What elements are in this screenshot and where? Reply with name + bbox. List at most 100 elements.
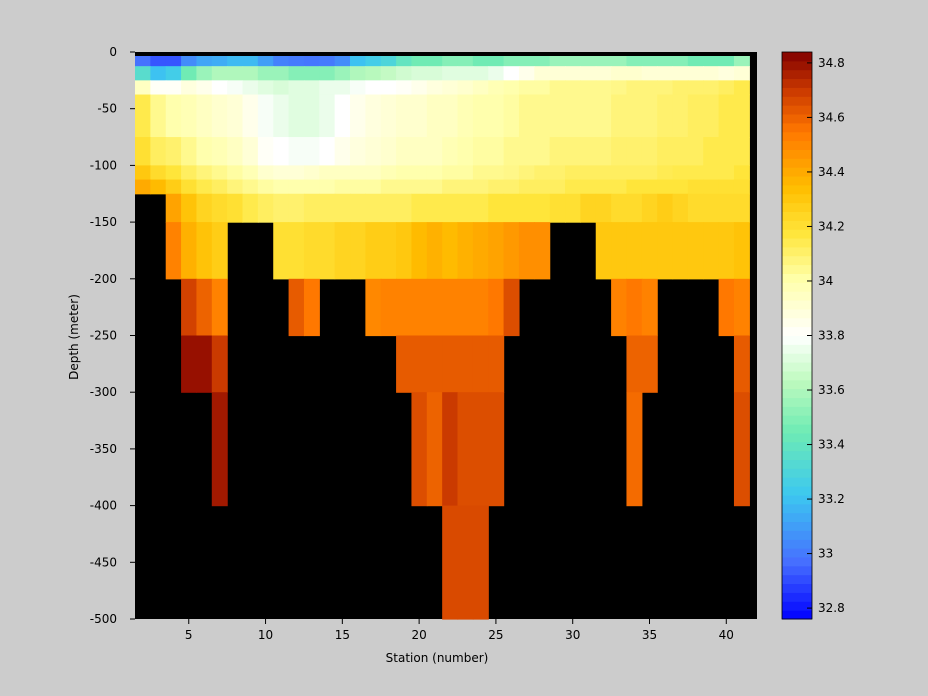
heatmap-cell	[580, 94, 597, 138]
colorbar-swatch	[782, 176, 812, 186]
heatmap-cell	[211, 278, 228, 337]
heatmap-cell	[426, 66, 443, 81]
heatmap-cell	[165, 165, 182, 181]
heatmap-cell	[733, 179, 750, 195]
heatmap-cell	[595, 137, 612, 166]
colorbar-swatch	[782, 610, 812, 620]
heatmap-cell	[334, 94, 351, 138]
heatmap-cell	[472, 505, 489, 620]
heatmap-cell	[641, 222, 658, 280]
heatmap-cell	[488, 193, 505, 223]
heatmap-cell	[595, 193, 612, 223]
heatmap-cell	[565, 137, 581, 166]
heatmap-cell	[718, 278, 735, 337]
heatmap-cell	[472, 335, 489, 393]
heatmap-cell	[580, 80, 597, 96]
heatmap-cell	[641, 80, 658, 96]
heatmap-cell	[549, 137, 566, 166]
heatmap-cell	[334, 66, 351, 81]
heatmap-cell	[426, 137, 443, 166]
heatmap-cell	[657, 222, 674, 280]
heatmap-cell	[303, 278, 320, 337]
heatmap-cell	[303, 165, 320, 181]
colorbar-swatch	[782, 601, 812, 611]
heatmap-cell	[380, 66, 397, 81]
x-tick-label: 10	[258, 628, 273, 642]
heatmap-cell	[288, 94, 305, 138]
heatmap-cell	[657, 80, 674, 96]
heatmap-cell	[135, 66, 151, 81]
heatmap-cell	[472, 94, 489, 138]
heatmap-cell	[319, 94, 336, 138]
colorbar-tick-label: 33.6	[818, 383, 845, 397]
heatmap-cell	[488, 165, 505, 181]
colorbar-swatch	[782, 202, 812, 212]
y-tick-label: -450	[90, 555, 117, 569]
heatmap-cell	[534, 193, 551, 223]
heatmap-cell	[211, 335, 228, 393]
heatmap-cell	[718, 94, 735, 138]
heatmap-cell	[411, 392, 428, 507]
heatmap-cell	[565, 66, 581, 81]
heatmap-cell	[150, 94, 167, 138]
colorbar-swatch	[782, 521, 812, 531]
heatmap-cell	[350, 222, 366, 280]
heatmap-cell	[641, 335, 658, 393]
heatmap-cell	[503, 193, 520, 223]
heatmap-cell	[165, 222, 182, 280]
heatmap-cell	[687, 165, 704, 181]
heatmap-cell	[580, 165, 597, 181]
heatmap-cell	[380, 165, 397, 181]
heatmap-cell	[288, 80, 305, 96]
heatmap-cell	[426, 392, 443, 507]
heatmap-cell	[227, 66, 244, 81]
heatmap-cell	[687, 193, 704, 223]
heatmap-cell	[703, 165, 720, 181]
heatmap-cell	[641, 193, 658, 223]
heatmap-cell	[442, 193, 459, 223]
heatmap-cell	[227, 179, 244, 195]
heatmap-cell	[626, 94, 643, 138]
heatmap-cell	[196, 335, 213, 393]
heatmap-cell	[273, 193, 290, 223]
heatmap-cell	[181, 278, 198, 337]
heatmap-cell	[488, 179, 505, 195]
heatmap-cell	[472, 80, 489, 96]
heatmap-cell	[150, 179, 167, 195]
colorbar-swatch	[782, 300, 812, 310]
heatmap-cell	[442, 66, 459, 81]
heatmap-cell	[718, 222, 735, 280]
heatmap-cell	[196, 222, 213, 280]
colorbar-swatch	[782, 246, 812, 257]
heatmap-cell	[319, 137, 336, 166]
heatmap-cell	[611, 193, 628, 223]
heatmap-cell	[288, 165, 305, 181]
colorbar-swatch	[782, 565, 812, 576]
heatmap-cell	[518, 222, 535, 280]
heatmap-cell	[426, 278, 443, 337]
heatmap-cell	[472, 278, 489, 337]
heatmap-cell	[472, 179, 489, 195]
heatmap-cell	[488, 335, 505, 393]
heatmap-cell	[733, 193, 750, 223]
y-tick-label: -200	[90, 272, 117, 286]
heatmap-cell	[196, 165, 213, 181]
heatmap-cell	[396, 137, 413, 166]
heatmap-cell	[365, 137, 382, 166]
heatmap-cell	[534, 80, 551, 96]
heatmap-cell	[350, 66, 366, 81]
heatmap-cell	[334, 193, 351, 223]
colorbar-swatch	[782, 441, 812, 452]
heatmap-cell	[273, 179, 290, 195]
heatmap-cell	[181, 222, 198, 280]
heatmap-cell	[595, 80, 612, 96]
colorbar-swatch	[782, 114, 812, 124]
heatmap-cell	[503, 137, 520, 166]
heatmap-cell	[626, 222, 643, 280]
heatmap-cell	[457, 94, 474, 138]
heatmap-cell	[518, 66, 535, 81]
heatmap-cell	[687, 94, 704, 138]
heatmap-cell	[703, 66, 720, 81]
heatmap-cell	[626, 80, 643, 96]
